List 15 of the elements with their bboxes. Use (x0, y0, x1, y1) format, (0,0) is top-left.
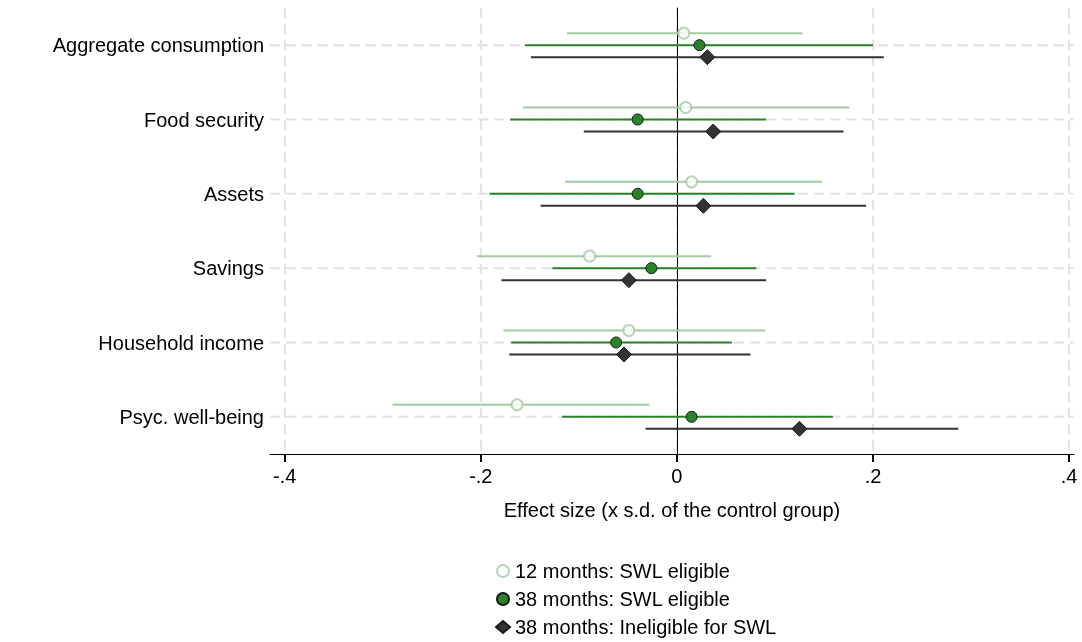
x-axis-title: Effect size (x s.d. of the control group) (503, 499, 841, 521)
y-tick-label: Savings (192, 257, 264, 280)
y-tick-label: Food security (143, 108, 264, 131)
y-tick-label: Psyc. well-being (119, 405, 264, 428)
y-tick-label: Aggregate consumption (52, 34, 264, 57)
x-tick-label: .4 (1060, 465, 1078, 487)
x-tick-label: -.4 (273, 465, 297, 487)
y-tick-label: Household income (98, 331, 264, 354)
x-tick-label: .2 (864, 465, 882, 487)
legend-label: 38 months: SWL eligible (515, 588, 730, 610)
y-tick-label: Assets (203, 182, 264, 205)
x-tick-label: -.2 (469, 465, 493, 487)
x-tick-label: 0 (671, 465, 683, 487)
legend-label: 38 months: Ineligible for SWL (515, 616, 777, 638)
legend-label: 12 months: SWL eligible (515, 560, 730, 582)
